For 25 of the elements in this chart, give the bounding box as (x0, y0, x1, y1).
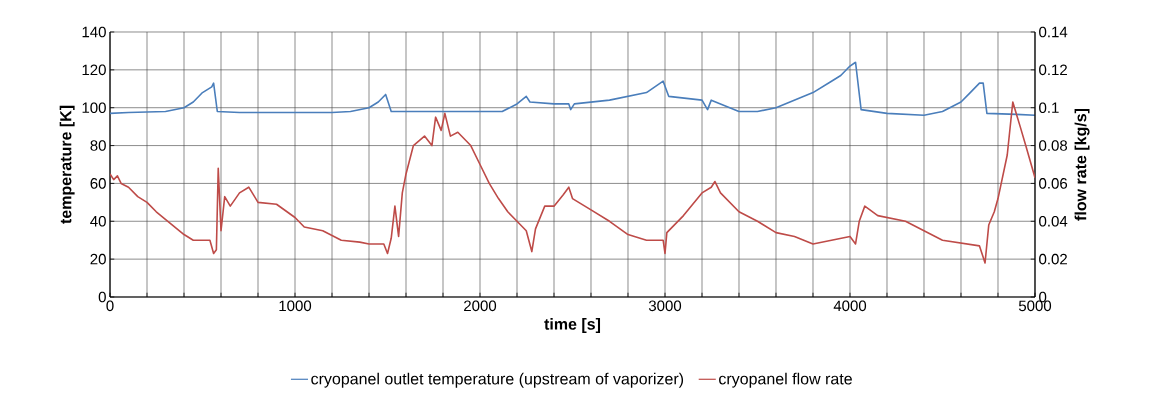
legend-label: cryopanel flow rate (719, 372, 852, 388)
y-tick-label: 20 (90, 253, 106, 265)
x-tick-label: 0 (106, 300, 114, 312)
y-tick-label: 60 (90, 178, 106, 189)
y-tick-label: 0 (98, 291, 106, 303)
y-tick-label: 40 (90, 215, 106, 227)
y2-tick-label: 0.12 (1039, 64, 1067, 76)
y2-tick-label: 0.1 (1039, 102, 1059, 114)
y2-tick-label: 0.06 (1039, 178, 1068, 189)
x-tick-label: 4000 (833, 300, 867, 312)
x-tick-label: 1000 (279, 300, 312, 312)
y2-axis-title: flow rate [kg/s] (1074, 108, 1090, 221)
x-axis-title: time [s] (544, 318, 601, 333)
y-tick-label: 140 (82, 26, 106, 38)
y-tick-label: 120 (82, 64, 106, 76)
legend-label: cryopanel outlet temperature (upstream of vaporizer) (311, 372, 684, 388)
y2-tick-label: 0.08 (1039, 140, 1068, 151)
y-tick-label: 100 (82, 102, 106, 114)
x-tick-label: 3000 (648, 300, 682, 312)
y2-tick-label: 0.02 (1039, 253, 1067, 265)
y-axis-title: temperature [K] (59, 105, 75, 224)
y2-tick-label: 0.14 (1039, 26, 1068, 38)
x-tick-label: 2000 (464, 300, 497, 312)
y2-tick-label: 0.04 (1039, 215, 1068, 227)
y-tick-label: 80 (90, 140, 106, 151)
